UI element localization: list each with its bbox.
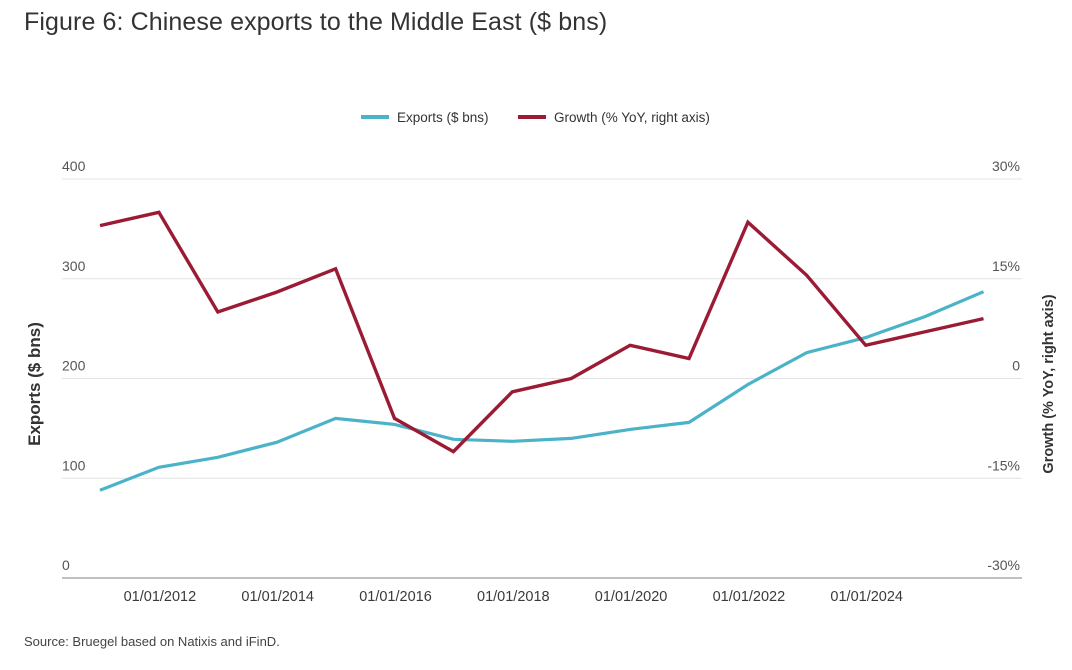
chart-title: Figure 6: Chinese exports to the Middle … bbox=[24, 8, 608, 36]
series-line-exports bbox=[99, 290, 985, 492]
x-tick-label: 01/01/2018 bbox=[477, 589, 550, 605]
legend: Exports ($ bns) Growth (% YoY, right axi… bbox=[361, 110, 710, 125]
y-left-tick-label: 200 bbox=[62, 358, 86, 374]
y-left-tick-label: 0 bbox=[62, 557, 70, 573]
y-right-tick-label: -15% bbox=[987, 457, 1020, 473]
series-group bbox=[99, 210, 985, 492]
series-growth bbox=[99, 210, 984, 454]
x-axis-ticks: 01/01/2012 01/01/2014 01/01/2016 01/01/2018… bbox=[124, 589, 903, 605]
y-right-tick-label: 15% bbox=[992, 258, 1020, 274]
y-axis-right-ticks: -30% -15% 0 15% 30% bbox=[987, 158, 1020, 573]
source-note: Source: Bruegel based on Natixis and iFi… bbox=[24, 634, 280, 649]
x-tick-label: 01/01/2012 bbox=[124, 589, 197, 605]
y-left-tick-label: 300 bbox=[62, 258, 86, 274]
legend-label-exports: Exports ($ bns) bbox=[397, 110, 489, 125]
y-left-tick-label: 100 bbox=[62, 457, 86, 473]
series-exports bbox=[99, 290, 985, 492]
x-tick-label: 01/01/2022 bbox=[713, 589, 786, 605]
y-right-tick-label: 30% bbox=[992, 158, 1020, 174]
gridlines bbox=[62, 178, 1022, 579]
series-line-growth bbox=[99, 210, 984, 454]
y-axis-left-label: Exports ($ bns) bbox=[25, 322, 44, 446]
x-tick-label: 01/01/2024 bbox=[830, 589, 903, 605]
y-axis-left-ticks: 0 100 200 300 400 bbox=[62, 158, 86, 573]
x-tick-label: 01/01/2014 bbox=[241, 589, 314, 605]
y-left-tick-label: 400 bbox=[62, 158, 86, 174]
legend-label-growth: Growth (% YoY, right axis) bbox=[554, 110, 710, 125]
x-tick-label: 01/01/2016 bbox=[359, 589, 432, 605]
y-right-tick-label: 0 bbox=[1012, 358, 1020, 374]
y-axis-right-label: Growth (% YoY, right axis) bbox=[1041, 294, 1057, 473]
y-right-tick-label: -30% bbox=[987, 557, 1020, 573]
x-tick-label: 01/01/2020 bbox=[595, 589, 668, 605]
